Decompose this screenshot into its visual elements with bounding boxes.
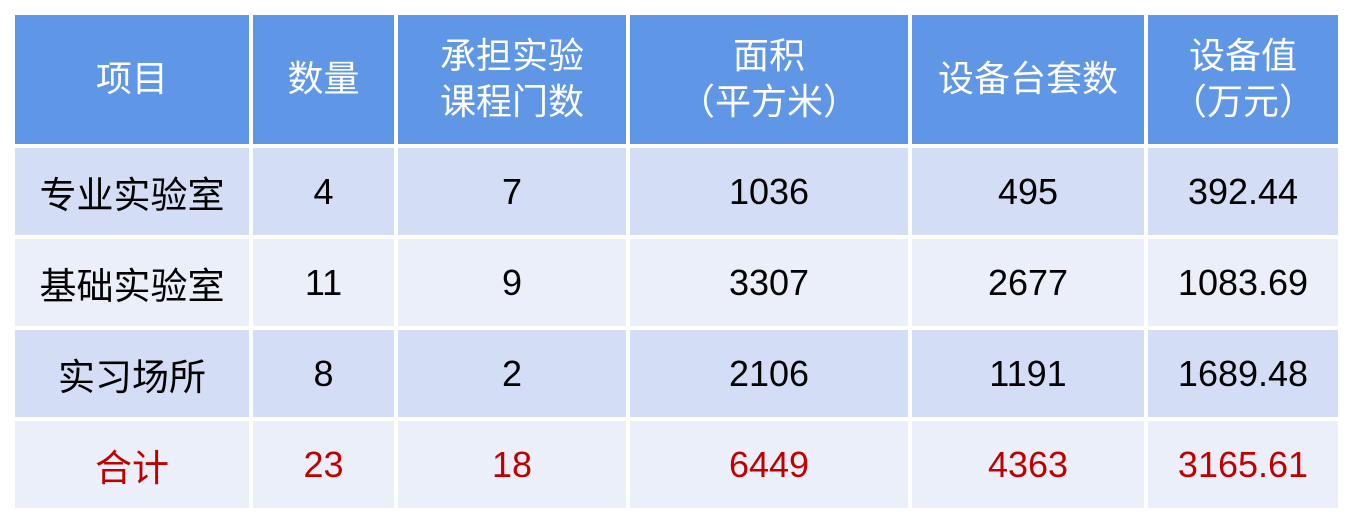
table-cell: 2	[398, 330, 626, 417]
table-cell: 392.44	[1148, 148, 1338, 235]
header-text: 面积	[732, 35, 805, 77]
header-text: （万元）	[1170, 81, 1315, 123]
table-cell: 2677	[912, 239, 1144, 326]
header-text: 设备值	[1188, 35, 1297, 77]
header-text: 设备台套数	[937, 58, 1118, 100]
header-count: 数量	[253, 15, 394, 144]
header-row: 项目 数量 承担实验 课程门数 面积 （平方米） 设备台套数 设备值 （万元）	[15, 15, 1338, 144]
lab-statistics-table: 项目 数量 承担实验 课程门数 面积 （平方米） 设备台套数 设备值 （万元） 专业实…	[11, 11, 1342, 512]
table-cell: 1036	[630, 148, 908, 235]
table-cell: 1689.48	[1148, 330, 1338, 417]
table-cell: 1083.69	[1148, 239, 1338, 326]
row-label: 合计	[15, 421, 249, 508]
table-cell: 1191	[912, 330, 1144, 417]
header-equipment-sets: 设备台套数	[912, 15, 1144, 144]
table-cell: 2106	[630, 330, 908, 417]
total-row: 合计 23 18 6449 4363 3165.61	[15, 421, 1338, 508]
table-cell: 7	[398, 148, 626, 235]
table-cell: 495	[912, 148, 1144, 235]
header-text: 承担实验	[439, 35, 584, 77]
header-item: 项目	[15, 15, 249, 144]
table-row: 实习场所 8 2 2106 1191 1689.48	[15, 330, 1338, 417]
table-cell: 3165.61	[1148, 421, 1338, 508]
table-row: 基础实验室 11 9 3307 2677 1083.69	[15, 239, 1338, 326]
table-cell: 9	[398, 239, 626, 326]
table-cell: 23	[253, 421, 394, 508]
header-equipment-value: 设备值 （万元）	[1148, 15, 1338, 144]
row-label: 基础实验室	[15, 239, 249, 326]
table-cell: 4	[253, 148, 394, 235]
table-cell: 11	[253, 239, 394, 326]
table-cell: 6449	[630, 421, 908, 508]
table-row: 专业实验室 4 7 1036 495 392.44	[15, 148, 1338, 235]
header-text: （平方米）	[678, 81, 859, 123]
header-courses: 承担实验 课程门数	[398, 15, 626, 144]
table-cell: 4363	[912, 421, 1144, 508]
row-label: 实习场所	[15, 330, 249, 417]
row-label: 专业实验室	[15, 148, 249, 235]
header-text: 课程门数	[439, 81, 584, 123]
header-text: 项目	[95, 58, 168, 100]
table-cell: 18	[398, 421, 626, 508]
header-area: 面积 （平方米）	[630, 15, 908, 144]
table-cell: 8	[253, 330, 394, 417]
header-text: 数量	[287, 58, 360, 100]
table-cell: 3307	[630, 239, 908, 326]
